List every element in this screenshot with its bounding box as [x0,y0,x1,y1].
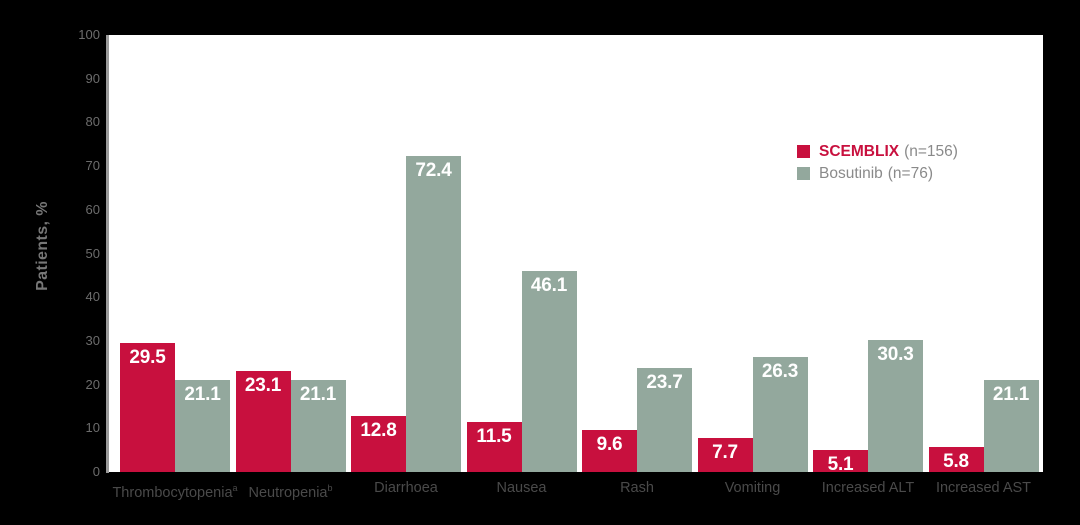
bar-group: 9.6 23.7 [582,35,692,472]
y-axis-title: Patients, % [34,201,51,291]
x-axis-label-vomiting: Vomiting [724,480,781,496]
bar-value-label: 5.1 [827,453,854,475]
bar-value-label: 21.1 [992,383,1030,405]
bar-bosutinib[interactable]: 72.4 [406,155,461,472]
bar-group: 5.8 21.1 [928,35,1039,472]
legend-series-count: (n=156) [904,143,958,160]
bar-value-label: 26.3 [761,361,799,383]
x-axis-label-neutropenia: Neutropeniab [248,483,333,501]
x-axis-label-thrombocytopenia: Thrombocytopeniaa [112,483,238,501]
x-axis-label-increased-ast: Increased AST [935,480,1032,496]
bar-bosutinib[interactable]: 46.1 [521,270,577,472]
bar-group: 12.8 72.4 [351,35,461,472]
y-axis-line [106,35,109,473]
bar-bosutinib[interactable]: 21.1 [290,379,346,472]
y-axis-tick-labels: 100 90 80 70 60 50 40 30 20 10 0 [56,28,100,478]
x-axis-label-increased-alt: Increased ALT [821,480,915,496]
bar-group: 5.1 30.3 [813,35,923,475]
bar-scemblix[interactable]: 7.7 [697,438,753,472]
legend-swatch-icon [797,166,810,180]
bar-scemblix[interactable]: 5.8 [928,446,984,472]
y-axis-tick-100: 100 [78,27,100,42]
y-axis-tick-0: 0 [92,464,100,479]
footnote-marker: b [327,483,333,493]
bar-value-label: 23.1 [244,375,282,397]
legend-item-scemblix[interactable]: SCEMBLIX (n=156) [797,143,958,165]
bar-bosutinib[interactable]: 26.3 [752,357,808,472]
bar-group: 23.1 21.1 [235,35,346,472]
y-axis-tick-20: 20 [85,376,100,392]
bar-scemblix[interactable]: 5.1 [813,449,868,475]
bar-value-label: 21.1 [184,383,221,405]
x-axis-label-rash: Rash [620,480,654,496]
bar-scemblix[interactable]: 12.8 [351,416,406,472]
x-axis-label-nausea: Nausea [496,480,547,496]
y-axis-tick-90: 90 [85,70,100,86]
bar-value-label: 46.1 [530,274,568,296]
bar-value-label: 5.8 [943,450,969,472]
bar-value-label: 9.6 [596,434,623,456]
legend-item-bosutinib[interactable]: Bosutinib (n=76) [797,165,958,187]
bar-scemblix[interactable]: 11.5 [466,421,522,472]
bar-bosutinib[interactable]: 23.7 [637,368,692,472]
bar-value-label: 7.7 [712,442,738,464]
y-axis-tick-10: 10 [85,420,100,436]
legend-swatch-icon [797,144,810,158]
bar-group: 11.5 46.1 [466,35,577,472]
bar-value-label: 21.1 [299,383,337,405]
y-axis-tick-40: 40 [85,289,100,305]
bar-bosutinib[interactable]: 21.1 [175,379,230,472]
x-axis-label-diarrhoea: Diarrhoea [374,480,438,496]
bar-value-label: 30.3 [877,343,914,365]
plot-area: 29.5 21.1 23.1 21.1 12.8 72.4 11.5 46.1 9.6 23.7 7… [109,35,1043,475]
bar-value-label: 23.7 [646,372,683,394]
bar-scemblix[interactable]: 9.6 [582,430,637,472]
bar-scemblix[interactable]: 29.5 [120,343,175,472]
bar-value-label: 11.5 [476,425,512,447]
y-axis-tick-50: 50 [85,245,100,261]
legend-series-name: Bosutinib [819,165,883,182]
bar-scemblix[interactable]: 23.1 [235,371,291,472]
bar-group: 7.7 26.3 [697,35,808,472]
x-axis-labels: Thrombocytopeniaa Neutropeniab Diarrhoea Na… [109,480,1043,504]
legend-series-count: (n=76) [887,165,934,182]
bar-value-label: 29.5 [129,347,166,369]
y-axis-tick-70: 70 [85,158,100,174]
legend-series-name: SCEMBLIX [819,143,900,160]
bar-group: 29.5 21.1 [120,35,230,472]
y-axis-tick-60: 60 [85,201,100,217]
y-axis-tick-80: 80 [85,114,100,130]
legend: SCEMBLIX (n=156) Bosutinib (n=76) [797,143,958,187]
y-axis-tick-30: 30 [85,332,100,348]
bar-bosutinib[interactable]: 30.3 [868,339,923,472]
bar-value-label: 12.8 [360,420,397,442]
footnote-marker: a [232,483,238,493]
bar-bosutinib[interactable]: 21.1 [983,379,1039,472]
bar-value-label: 72.4 [415,159,452,181]
